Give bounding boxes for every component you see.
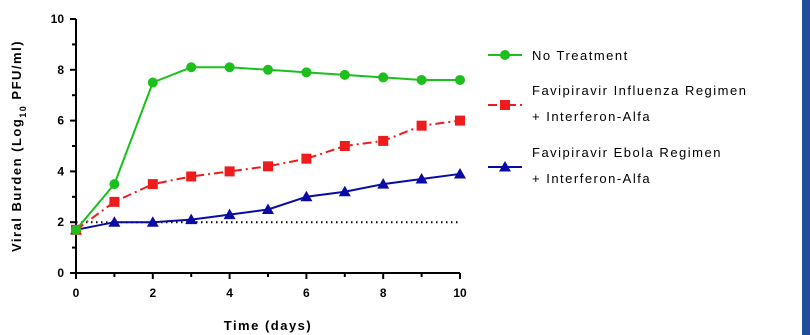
series-3 <box>70 167 466 235</box>
data-point <box>300 190 313 202</box>
data-point <box>109 196 120 207</box>
data-point <box>147 77 158 88</box>
data-point <box>223 208 236 220</box>
data-point <box>263 64 273 75</box>
data-point <box>224 166 235 177</box>
page-border <box>802 0 810 335</box>
data-point <box>109 179 120 190</box>
x-tick-label: 4 <box>226 286 233 300</box>
data-point <box>301 67 312 78</box>
data-point <box>339 141 350 151</box>
data-point <box>416 120 427 131</box>
data-point <box>455 115 465 126</box>
y-tick-label: 2 <box>57 215 64 229</box>
x-tick-label: 10 <box>453 286 467 300</box>
data-point <box>262 203 274 214</box>
y-axis-title: Viral Burden (Log10 PFU/ml) <box>9 40 28 252</box>
data-point <box>263 161 273 172</box>
data-point <box>224 62 235 73</box>
legend-label: No Treatment <box>532 48 629 63</box>
data-point <box>108 216 121 227</box>
y-axis-title-prefix: Viral Burden (Log <box>9 118 24 252</box>
legend-marker <box>500 50 510 60</box>
data-point <box>147 179 158 190</box>
x-axis-title: Time (days) <box>224 318 313 333</box>
data-point <box>339 69 350 80</box>
legend-marker <box>500 100 510 110</box>
data-point <box>454 167 466 179</box>
data-point <box>185 213 198 225</box>
data-point <box>377 178 390 189</box>
legend-item-1: No Treatment <box>488 48 629 63</box>
legend-label: + Interferon-Alfa <box>532 171 651 186</box>
legend-label: Favipiravir Ebola Regimen <box>532 145 722 160</box>
data-point <box>415 173 428 184</box>
data-point <box>416 74 427 85</box>
legend-marker <box>499 161 511 172</box>
x-tick-label: 2 <box>149 286 156 300</box>
y-tick-label: 0 <box>57 266 64 280</box>
legend-item-3: Favipiravir Ebola Regimen + Interferon-Al… <box>488 145 722 186</box>
data-point <box>301 153 312 164</box>
y-tick-label: 4 <box>57 164 64 178</box>
legend-label: Favipiravir Influenza Regimen <box>532 83 747 98</box>
data-point <box>338 185 351 197</box>
data-point <box>71 224 81 235</box>
x-tick-label: 0 <box>73 286 80 300</box>
legend-label: + Interferon-Alfa <box>532 109 651 124</box>
y-tick-label: 6 <box>57 114 64 128</box>
legend: No Treatment Favipiravir Influenza Regime… <box>488 48 747 186</box>
data-point <box>146 216 159 227</box>
axes: 0 2 4 6 8 10 0 2 4 6 8 10 <box>51 12 467 300</box>
series-1 <box>71 62 465 235</box>
y-tick-label: 8 <box>57 63 64 77</box>
data-point <box>186 62 197 73</box>
series-2 <box>71 115 465 235</box>
data-point <box>378 72 389 83</box>
data-point <box>378 135 389 146</box>
y-axis-title-subscript: 10 <box>18 105 28 118</box>
data-point <box>186 171 197 182</box>
x-tick-label: 6 <box>303 286 310 300</box>
x-tick-label: 8 <box>380 286 387 300</box>
series-layer <box>70 62 466 235</box>
legend-item-2: Favipiravir Influenza Regimen + Interfero… <box>488 83 747 124</box>
y-tick-label: 10 <box>51 12 65 26</box>
y-axis-title-suffix: PFU/ml) <box>9 40 24 105</box>
data-point <box>455 74 465 85</box>
